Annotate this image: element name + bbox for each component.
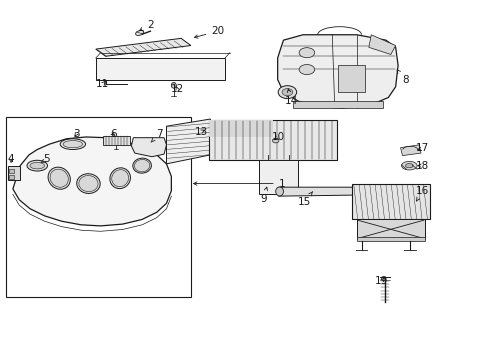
Bar (9, 169, 14, 173)
Text: 7: 7 (151, 129, 162, 142)
Bar (5, 117, 190, 297)
Ellipse shape (50, 169, 68, 187)
Ellipse shape (77, 174, 100, 193)
Ellipse shape (134, 159, 149, 172)
Bar (337, 65, 364, 92)
Ellipse shape (48, 167, 70, 189)
Text: 6: 6 (110, 129, 116, 139)
Polygon shape (356, 220, 424, 239)
Ellipse shape (30, 162, 44, 169)
Text: 14: 14 (284, 89, 297, 106)
Text: 20: 20 (194, 26, 224, 38)
Text: 4: 4 (7, 154, 14, 164)
Bar (209, 120, 272, 137)
Polygon shape (278, 187, 356, 196)
Bar (103, 136, 130, 145)
Text: 13: 13 (194, 127, 207, 136)
Polygon shape (166, 119, 210, 164)
Bar (293, 101, 383, 108)
Text: 3: 3 (73, 129, 80, 139)
Ellipse shape (299, 48, 314, 58)
Text: 10: 10 (271, 132, 284, 142)
Text: 1: 1 (193, 179, 285, 189)
Text: 18: 18 (415, 161, 428, 171)
Text: 5: 5 (41, 154, 50, 164)
Ellipse shape (79, 176, 98, 192)
Text: 11: 11 (96, 79, 109, 89)
Ellipse shape (299, 64, 314, 75)
Polygon shape (13, 137, 171, 226)
Polygon shape (368, 35, 395, 54)
Polygon shape (209, 120, 336, 160)
Ellipse shape (27, 160, 47, 171)
Polygon shape (131, 138, 166, 157)
Ellipse shape (278, 86, 296, 99)
Ellipse shape (401, 161, 416, 170)
Bar (8, 166, 20, 180)
Polygon shape (96, 39, 190, 56)
Text: 19: 19 (374, 276, 387, 286)
Ellipse shape (110, 168, 130, 189)
Ellipse shape (275, 187, 283, 196)
Ellipse shape (60, 139, 85, 149)
Text: 12: 12 (170, 84, 183, 94)
Ellipse shape (133, 158, 151, 173)
Text: 17: 17 (415, 143, 428, 153)
Ellipse shape (63, 140, 82, 148)
Ellipse shape (135, 31, 143, 35)
Polygon shape (400, 145, 420, 156)
Polygon shape (259, 160, 298, 194)
Text: 2: 2 (139, 20, 153, 31)
Polygon shape (351, 184, 429, 220)
Bar (356, 237, 424, 241)
Polygon shape (96, 58, 224, 80)
Ellipse shape (272, 138, 278, 143)
Text: 8: 8 (396, 70, 408, 85)
Text: 9: 9 (260, 187, 267, 204)
Polygon shape (277, 35, 397, 108)
Ellipse shape (171, 82, 176, 88)
Bar (9, 175, 14, 179)
Text: 16: 16 (415, 186, 428, 201)
Text: 15: 15 (298, 192, 312, 207)
Ellipse shape (282, 89, 292, 96)
Ellipse shape (111, 170, 128, 187)
Ellipse shape (405, 163, 412, 168)
